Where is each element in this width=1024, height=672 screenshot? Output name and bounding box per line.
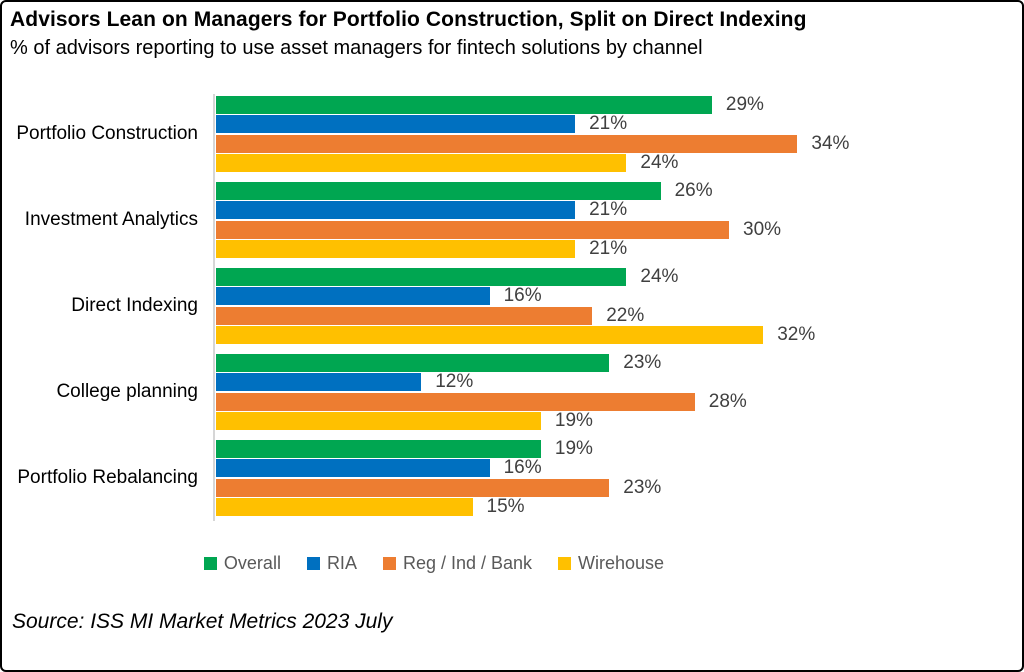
bar-value-label: 24% [638, 151, 681, 173]
bar-value-label: 15% [484, 495, 527, 517]
legend-item: Overall [203, 553, 281, 574]
legend-swatch [306, 557, 320, 570]
bar-value-label: 16% [501, 285, 544, 307]
legend-item: Wirehouse [558, 553, 664, 574]
legend: Overall RIA Reg / Ind / Bank Wirehouse [2, 553, 866, 574]
bar [216, 440, 541, 458]
category-label: Portfolio Construction [16, 122, 198, 144]
bar [216, 497, 473, 516]
bar [216, 287, 490, 306]
bar [216, 411, 541, 430]
legend-swatch [203, 557, 217, 570]
legend-item: Reg / Ind / Bank [382, 553, 533, 574]
source-note: Source: ISS MI Market Metrics 2023 July [12, 610, 393, 633]
bar-value-label: 19% [552, 438, 595, 459]
bar-value-label: 16% [501, 457, 544, 479]
y-axis-line [213, 94, 215, 521]
bar [216, 354, 610, 372]
bar [216, 96, 712, 114]
bar-value-label: 24% [638, 266, 681, 287]
bar-value-label: 21% [587, 237, 630, 259]
bar [216, 201, 576, 220]
bar-value-label: 21% [587, 199, 630, 221]
bar-value-label: 19% [552, 409, 595, 431]
bar [216, 373, 422, 392]
bar [216, 153, 627, 172]
legend-swatch [558, 557, 572, 570]
bar [216, 306, 593, 325]
category-label: Investment Analytics [24, 208, 198, 230]
bar-value-label: 29% [723, 94, 766, 115]
bar-value-label: 30% [741, 218, 784, 240]
category-label: Direct Indexing [71, 294, 198, 316]
category-label: Portfolio Rebalancing [17, 466, 198, 488]
bar [216, 220, 729, 239]
bar [216, 115, 576, 134]
bar [216, 239, 576, 258]
bar [216, 392, 695, 411]
bar-value-label: 23% [621, 476, 664, 498]
bar-value-label: 21% [587, 113, 630, 135]
legend-label: Wirehouse [578, 553, 665, 573]
bar [216, 182, 661, 200]
category-label: College planning [56, 380, 198, 402]
chart-subtitle: % of advisors reporting to use asset man… [10, 37, 703, 59]
bar-value-label: 12% [433, 371, 476, 393]
bar-value-label: 28% [706, 390, 749, 412]
legend-swatch [382, 557, 396, 570]
bar-value-label: 23% [621, 352, 664, 373]
bar-value-label: 32% [775, 323, 818, 345]
legend-label: Reg / Ind / Bank [402, 553, 533, 573]
bar [216, 325, 764, 344]
bar [216, 478, 610, 497]
bar [216, 134, 798, 153]
legend-label: RIA [326, 553, 357, 573]
chart-title: Advisors Lean on Managers for Portfolio … [10, 8, 807, 31]
bar [216, 459, 490, 478]
bar-value-label: 22% [604, 304, 647, 326]
bar-value-label: 34% [809, 132, 852, 154]
bar-value-label: 26% [672, 180, 715, 201]
bar [216, 268, 627, 286]
legend-label: Overall [223, 553, 281, 573]
legend-item: RIA [306, 553, 357, 574]
